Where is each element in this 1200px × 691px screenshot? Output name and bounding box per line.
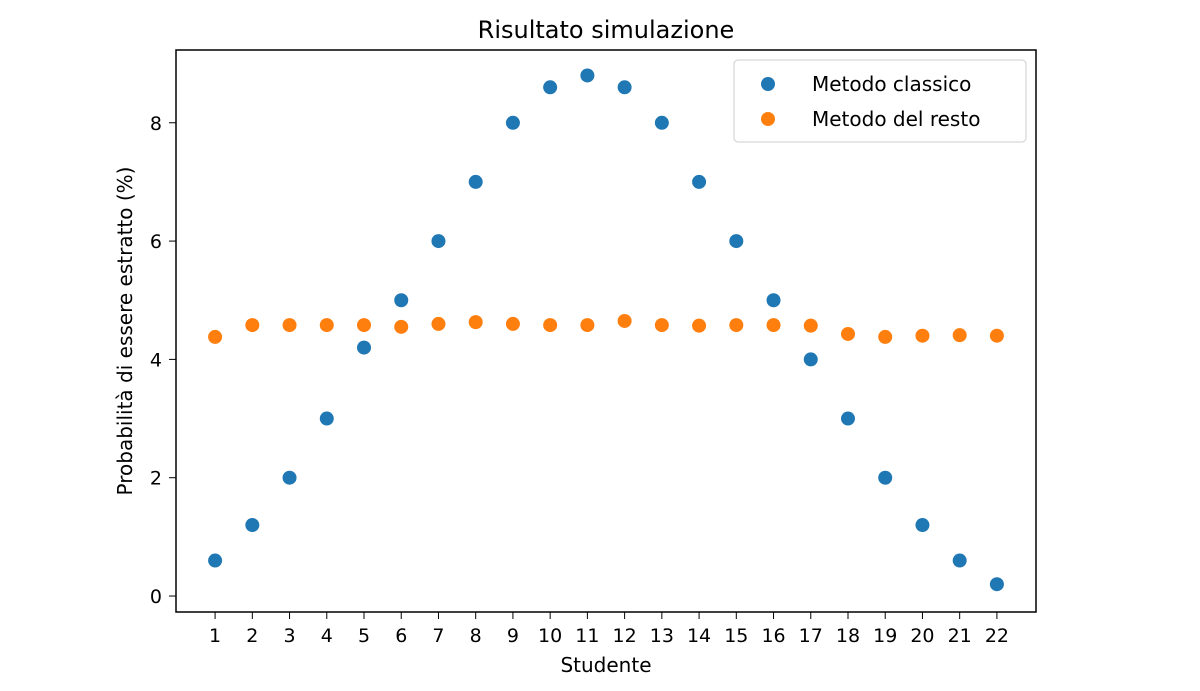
y-tick-label: 4 (150, 349, 162, 371)
point-series-1-3 (282, 318, 297, 333)
point-series-1-22 (989, 328, 1004, 343)
point-series-0-22 (989, 577, 1004, 592)
legend-label-classico: Metodo classico (812, 72, 971, 96)
point-series-1-4 (319, 318, 334, 333)
point-series-1-7 (431, 316, 446, 331)
point-series-1-17 (803, 318, 818, 333)
point-series-1-6 (394, 319, 409, 334)
point-series-1-11 (580, 318, 595, 333)
legend: Metodo classico Metodo del resto (733, 59, 1027, 143)
legend-label-resto: Metodo del resto (812, 107, 980, 131)
point-series-1-21 (952, 328, 967, 343)
point-series-1-14 (692, 318, 707, 333)
point-series-0-1 (208, 553, 223, 568)
point-series-1-10 (543, 318, 558, 333)
x-tick-label: 3 (284, 625, 296, 647)
x-tick-label: 15 (724, 625, 748, 647)
x-tick-label: 1 (209, 625, 221, 647)
x-tick-label: 12 (613, 625, 637, 647)
x-axis-label: Studente (560, 653, 651, 677)
point-series-0-9 (505, 115, 520, 130)
point-series-0-21 (952, 553, 967, 568)
x-tick-label: 8 (470, 625, 482, 647)
x-tick-label: 16 (761, 625, 785, 647)
point-series-0-2 (245, 518, 260, 533)
point-series-0-19 (878, 470, 893, 485)
legend-marker-classico (761, 77, 775, 91)
x-tick-label: 21 (948, 625, 972, 647)
point-series-0-16 (766, 293, 781, 308)
y-tick-label: 8 (150, 113, 162, 135)
point-series-0-4 (319, 411, 334, 426)
point-series-0-12 (617, 80, 632, 95)
y-tick-label: 6 (150, 231, 162, 253)
legend-box (733, 59, 1027, 143)
x-tick-label: 22 (985, 625, 1009, 647)
x-tick-label: 4 (321, 625, 333, 647)
x-tick-label: 20 (910, 625, 934, 647)
x-tick-label: 11 (575, 625, 599, 647)
point-series-0-6 (394, 293, 409, 308)
chart-title: Risultato simulazione (478, 16, 735, 44)
point-series-0-10 (543, 80, 558, 95)
x-tick-label: 2 (246, 625, 258, 647)
y-axis-label: Probabilità di essere estratto (%) (113, 167, 137, 496)
point-series-1-18 (840, 326, 855, 341)
x-tick-label: 10 (538, 625, 562, 647)
point-series-1-15 (729, 318, 744, 333)
point-series-1-20 (915, 328, 930, 343)
point-series-0-14 (692, 174, 707, 189)
point-series-0-7 (431, 234, 446, 249)
plot-frame (175, 49, 1037, 613)
point-series-1-16 (766, 318, 781, 333)
point-series-1-8 (468, 315, 483, 330)
x-tick-label: 13 (650, 625, 674, 647)
point-series-0-13 (654, 115, 669, 130)
y-tick-label: 2 (150, 468, 162, 490)
point-series-0-5 (357, 340, 372, 355)
point-series-1-13 (654, 318, 669, 333)
point-series-0-15 (729, 234, 744, 249)
x-tick-label: 5 (358, 625, 370, 647)
x-tick-label: 9 (507, 625, 519, 647)
x-tick-label: 19 (873, 625, 897, 647)
x-tick-label: 14 (687, 625, 711, 647)
point-series-0-20 (915, 518, 930, 533)
x-tick-label: 6 (395, 625, 407, 647)
y-tick-label: 0 (150, 586, 162, 608)
x-tick-label: 18 (836, 625, 860, 647)
point-series-0-8 (468, 174, 483, 189)
point-series-1-9 (505, 316, 520, 331)
point-series-0-3 (282, 470, 297, 485)
legend-marker-resto (761, 112, 775, 126)
point-series-1-5 (357, 318, 372, 333)
point-series-1-19 (878, 329, 893, 344)
point-series-1-2 (245, 318, 260, 333)
point-series-0-11 (580, 68, 595, 83)
x-tick-label: 7 (432, 625, 444, 647)
point-series-1-1 (208, 329, 223, 344)
point-series-0-18 (840, 411, 855, 426)
point-series-1-12 (617, 313, 632, 328)
x-tick-label: 17 (799, 625, 823, 647)
point-series-0-17 (803, 352, 818, 367)
